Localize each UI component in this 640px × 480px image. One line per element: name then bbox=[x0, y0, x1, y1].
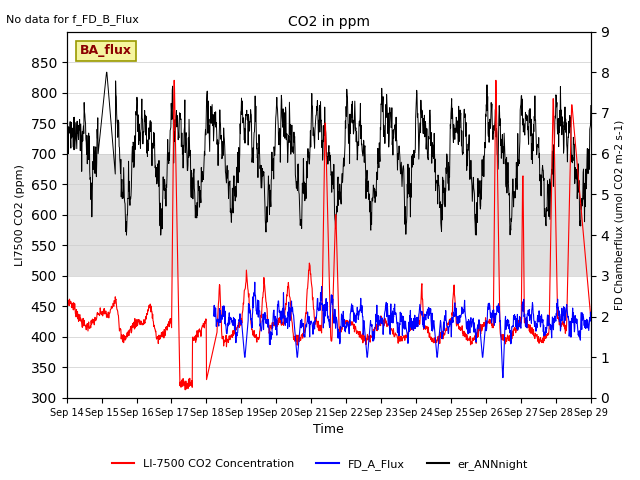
X-axis label: Time: Time bbox=[314, 423, 344, 436]
Y-axis label: FD Chamberflux (umol CO2 m-2 s-1): FD Chamberflux (umol CO2 m-2 s-1) bbox=[615, 120, 625, 310]
Bar bbox=[67, 154, 591, 276]
Text: No data for f_FD_B_Flux: No data for f_FD_B_Flux bbox=[6, 14, 140, 25]
Y-axis label: LI7500 CO2 (ppm): LI7500 CO2 (ppm) bbox=[15, 164, 25, 265]
Title: CO2 in ppm: CO2 in ppm bbox=[288, 15, 370, 29]
Text: BA_flux: BA_flux bbox=[80, 44, 132, 58]
Legend: LI-7500 CO2 Concentration, FD_A_Flux, er_ANNnight: LI-7500 CO2 Concentration, FD_A_Flux, er… bbox=[108, 455, 532, 474]
